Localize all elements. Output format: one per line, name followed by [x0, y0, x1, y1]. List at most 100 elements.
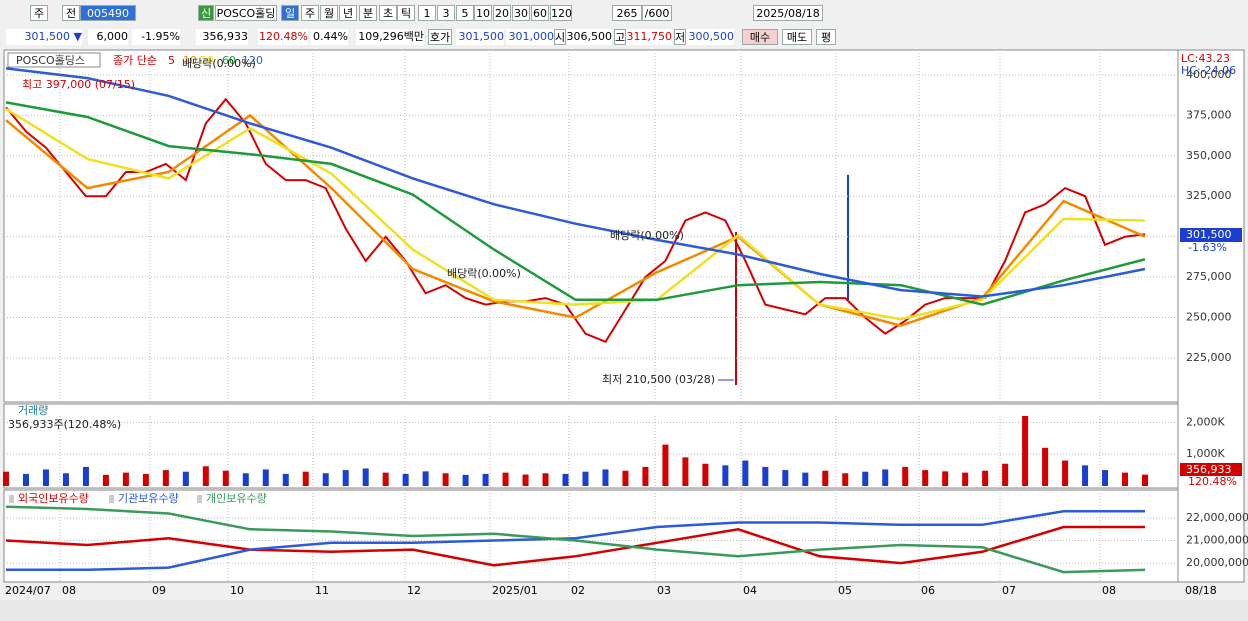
toolbar-item[interactable]: 120 [550, 5, 572, 21]
toolbar-item[interactable]: -1.95% [132, 29, 180, 45]
toolbar-item[interactable]: 월 [320, 5, 338, 21]
toolbar-item[interactable]: 매수 [742, 29, 778, 45]
volume-bar [182, 471, 189, 486]
volume-bar [482, 473, 489, 486]
toolbar-item[interactable]: 호가 [428, 29, 452, 45]
volume-bar [582, 471, 589, 486]
volume-bar [142, 473, 149, 486]
toolbar-item[interactable]: 틱 [397, 5, 415, 21]
toolbar-item[interactable]: 356,933 [196, 29, 248, 45]
toolbar-item[interactable]: 2025/08/18 [753, 5, 823, 21]
toolbar-item[interactable]: 1 [418, 5, 436, 21]
legend-marker [197, 495, 202, 503]
volume-bar [622, 470, 629, 486]
toolbar-item[interactable]: 주 [30, 5, 48, 21]
toolbar-item[interactable]: 300,500 [686, 29, 734, 45]
volume-bar [1082, 465, 1089, 486]
volume-bar [402, 473, 409, 486]
volume-bar [942, 471, 949, 486]
toolbar-item[interactable]: 20 [493, 5, 511, 21]
legend-item: 5 [168, 54, 175, 67]
scrollbar[interactable] [0, 600, 1248, 621]
y-tick-label: 325,000 [1186, 189, 1232, 202]
legend-marker [109, 495, 114, 503]
volume-bar [562, 473, 569, 486]
toolbar-item[interactable]: 신 [198, 5, 214, 21]
toolbar-item[interactable]: 5 [456, 5, 474, 21]
toolbar-item[interactable]: 저 [674, 29, 686, 45]
volume-bar [542, 473, 549, 486]
volume-bar [202, 466, 209, 486]
toolbar-item[interactable]: 고 [614, 29, 626, 45]
volume-bar [602, 469, 609, 486]
toolbar-item[interactable]: 0.44% [310, 29, 348, 45]
toolbar-item[interactable]: 6,000 [88, 29, 128, 45]
toolbar-item[interactable]: 265 [612, 5, 642, 21]
toolbar-item[interactable]: 일 [281, 5, 299, 21]
series-line [5, 505, 1146, 574]
volume-bar [382, 472, 389, 486]
y-tick-label: 21,000,000 [1186, 534, 1248, 547]
y-tick-label: 225,000 [1186, 351, 1232, 364]
toolbar-item[interactable]: 시 [554, 29, 566, 45]
annotation: 최저 210,500 (03/28) [602, 373, 715, 386]
volume-bar [1062, 460, 1069, 486]
volume-bar [82, 466, 89, 486]
x-tick-label: 04 [743, 584, 757, 597]
toolbar-item[interactable]: /600 [642, 5, 672, 21]
volume-bar [662, 444, 669, 486]
x-tick-label: 05 [838, 584, 852, 597]
toolbar-item[interactable]: 전 [62, 5, 80, 21]
volume-bar [422, 471, 429, 486]
x-tick-label: 2024/07 [5, 584, 51, 597]
volume-bar [1102, 470, 1109, 486]
volume-bar [462, 474, 469, 486]
volume-bar [922, 470, 929, 486]
toolbar-item[interactable]: 311,750 [626, 29, 672, 45]
volume-bar [742, 460, 749, 486]
annotation: 배당락(0.00%) [182, 57, 256, 70]
toolbar-item[interactable]: 매도 [782, 29, 812, 45]
x-tick-label: 09 [152, 584, 166, 597]
toolbar-item[interactable]: 306,500 [566, 29, 612, 45]
y-tick-label: 1,000K [1186, 447, 1225, 460]
toolbar-item[interactable]: 분 [359, 5, 377, 21]
toolbar-item[interactable]: POSCO홀딩 [215, 5, 277, 21]
lc-label: LC:43.23 [1181, 52, 1230, 65]
volume-bar [22, 473, 29, 486]
x-tick-label: 08 [1102, 584, 1116, 597]
toolbar-item[interactable]: 3 [437, 5, 455, 21]
toolbar-item[interactable]: 주 [301, 5, 319, 21]
toolbar-item[interactable]: 초 [379, 5, 397, 21]
toolbar-item[interactable]: 년 [339, 5, 357, 21]
volume-bar [682, 457, 689, 486]
toolbar-item[interactable]: 10 [474, 5, 492, 21]
x-tick-label: 07 [1002, 584, 1016, 597]
toolbar-item[interactable]: 120.48% [258, 29, 308, 45]
volume-bar [1142, 474, 1148, 486]
toolbar-item[interactable]: 301,000 [506, 29, 554, 45]
volume-bar [782, 470, 789, 486]
axis-panel [1177, 49, 1245, 583]
toolbar-item[interactable]: 005490 [80, 5, 136, 21]
volume-bar [282, 473, 289, 486]
toolbar-item[interactable]: 평 [816, 29, 836, 45]
last-volume: 356,933 [1186, 463, 1232, 476]
toolbar-item[interactable]: 109,296백만 [356, 29, 424, 45]
y-tick-label: 22,000,000 [1186, 511, 1248, 524]
volume-bar [42, 469, 49, 486]
toolbar-item[interactable]: 301,500 ▼ [6, 29, 82, 45]
volume-bar [862, 471, 869, 486]
hc-label: HC:-24.06 [1181, 64, 1236, 77]
volume-bar [842, 473, 849, 486]
toolbar-item[interactable]: 30 [512, 5, 530, 21]
volume-bar [702, 463, 709, 486]
volume-bar [302, 471, 309, 486]
x-tick-label: 03 [657, 584, 671, 597]
toolbar-item[interactable]: 301,500 [456, 29, 504, 45]
volume-bar [222, 470, 229, 486]
y-tick-label: 400,000 [1186, 68, 1232, 81]
toolbar-item[interactable]: 60 [531, 5, 549, 21]
last-price: 301,500 [1186, 228, 1232, 241]
